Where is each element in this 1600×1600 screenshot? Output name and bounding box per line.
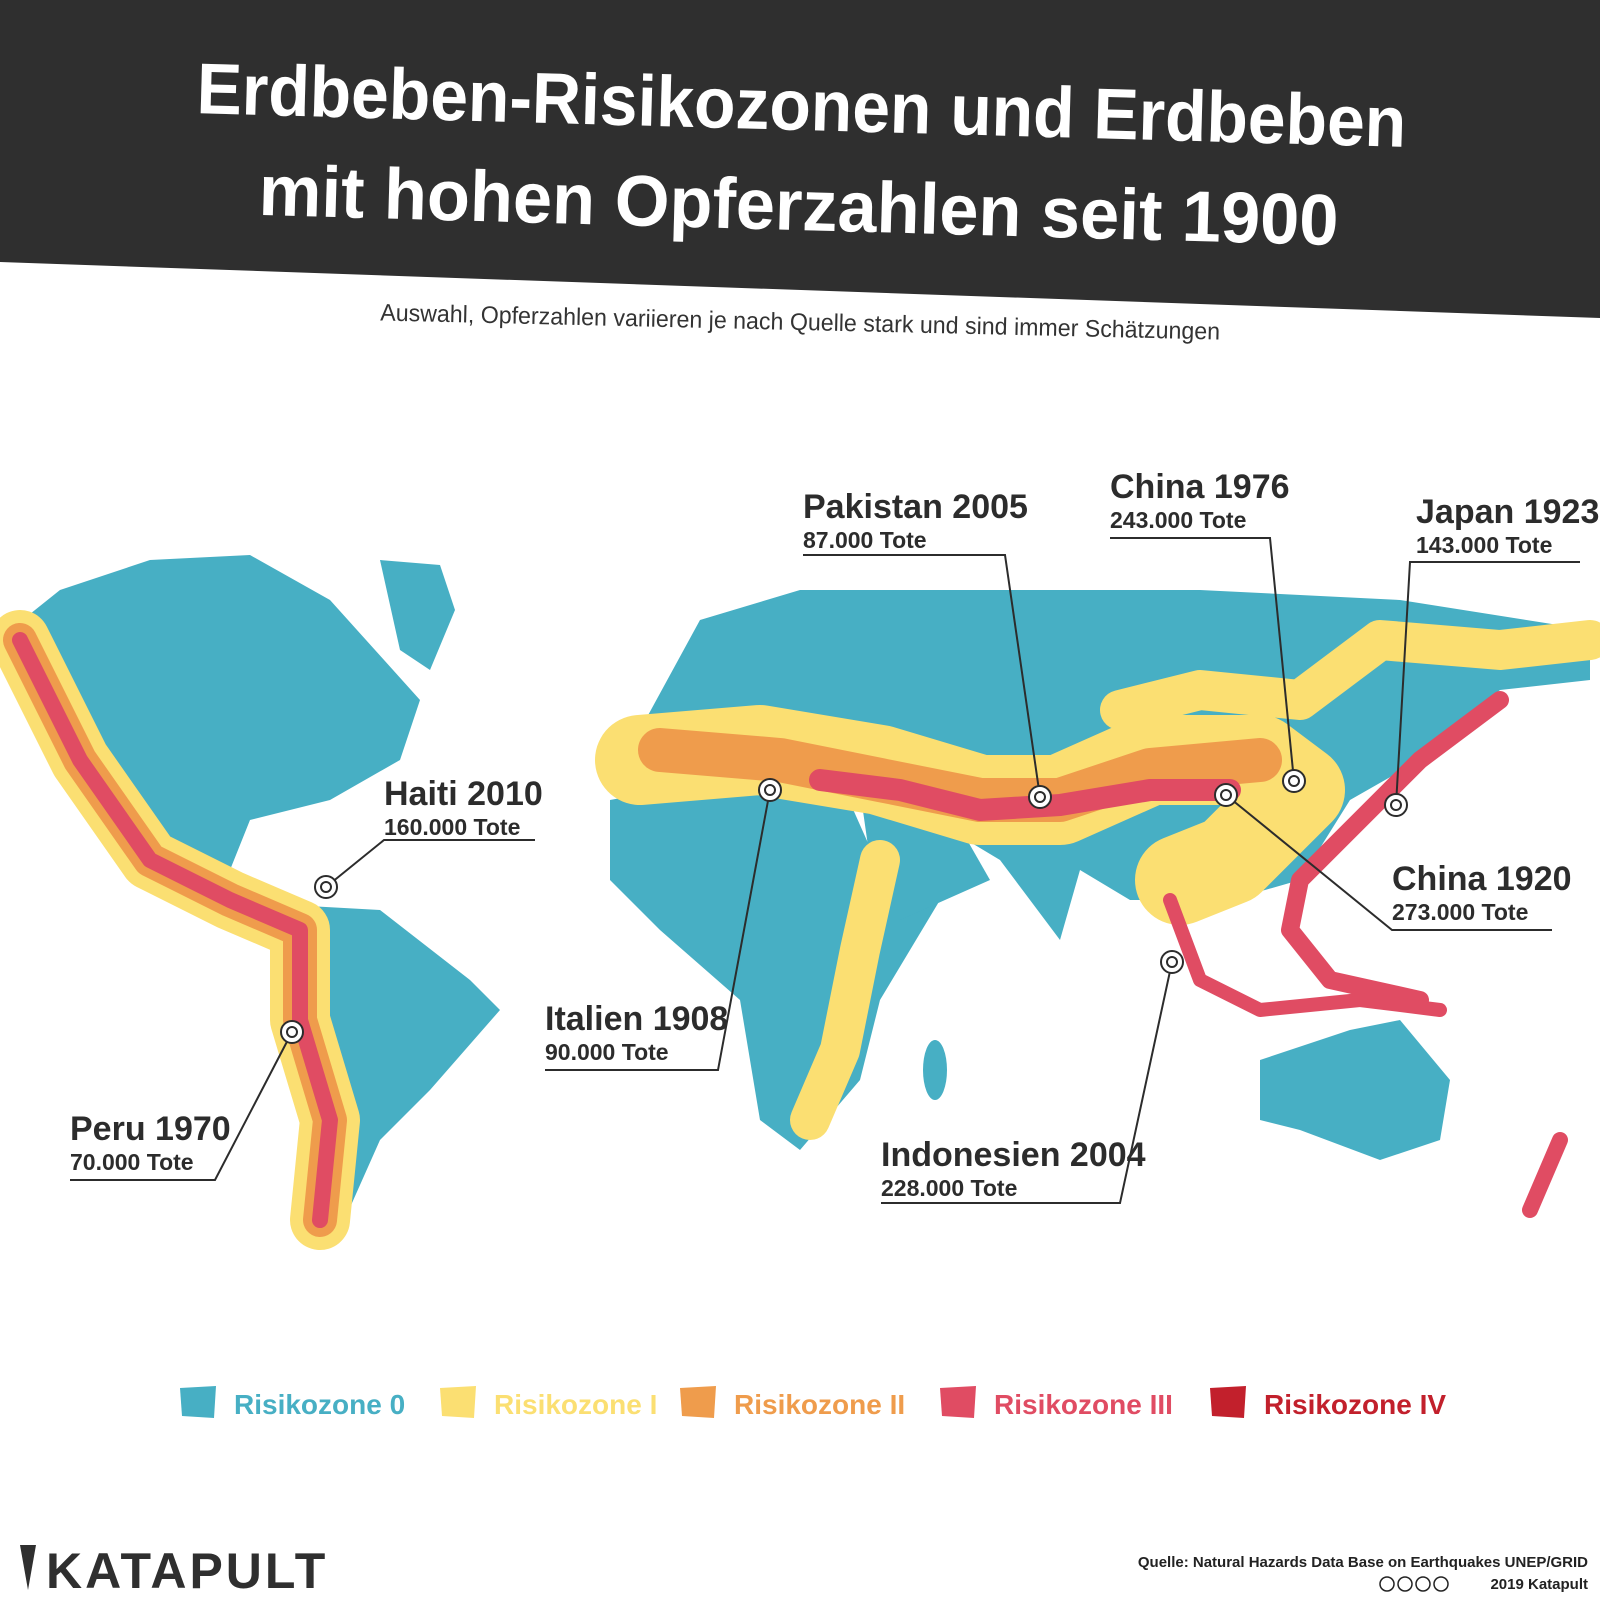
event-deaths: 273.000 Tote: [1392, 899, 1528, 925]
subtitle: Auswahl, Opferzahlen variieren je nach Q…: [380, 299, 1220, 345]
legend-label: Risikozone I: [494, 1389, 657, 1420]
header-band: [0, 0, 1600, 318]
event-marker-ring: [1160, 950, 1184, 974]
leader-line: [1225, 794, 1552, 931]
legend-swatch: [680, 1386, 716, 1418]
event-deaths: 160.000 Tote: [384, 814, 520, 840]
leader-line: [325, 839, 535, 888]
event-place: Japan 1923: [1416, 493, 1599, 531]
event-marker-ring: [1384, 793, 1408, 817]
event-deaths: 243.000 Tote: [1110, 507, 1246, 533]
legend-swatch: [440, 1386, 476, 1418]
legend-swatch: [180, 1386, 216, 1418]
event-place: Peru 1970: [70, 1110, 231, 1148]
leader-line: [545, 789, 771, 1071]
leader-line: [1110, 537, 1295, 782]
legend: Risikozone 0 Risikozone I Risikozone II Ris…: [180, 1386, 1446, 1420]
copyright: 2019 Katapult: [1490, 1576, 1588, 1593]
event-marker: [1166, 956, 1178, 968]
legend-label: Risikozone IV: [1264, 1389, 1446, 1420]
legend-label: Risikozone II: [734, 1389, 905, 1420]
event-marker: [1220, 789, 1232, 801]
event-marker: [1288, 775, 1300, 787]
event-deaths: 87.000 Tote: [803, 527, 927, 553]
event-deaths: 143.000 Tote: [1416, 532, 1552, 558]
event-marker-ring: [1028, 785, 1052, 809]
footer: KATAPULT Quelle: Natural Hazards Data Ba…: [20, 1543, 1588, 1599]
event-marker: [320, 881, 332, 893]
cc-icons: [1379, 1576, 1449, 1592]
leader-line: [803, 554, 1041, 798]
event-place: China 1920: [1392, 860, 1572, 898]
event-place: Italien 1908: [545, 1000, 728, 1038]
event-marker-ring: [280, 1020, 304, 1044]
event-place: Pakistan 2005: [803, 488, 1028, 526]
event-marker: [286, 1026, 298, 1038]
event-place: Haiti 2010: [384, 775, 543, 813]
legend-label: Risikozone III: [994, 1389, 1173, 1420]
legend-swatch: [1210, 1386, 1246, 1418]
event-deaths: 70.000 Tote: [70, 1149, 194, 1175]
legend-label: Risikozone 0: [234, 1389, 405, 1420]
event-deaths: 90.000 Tote: [545, 1039, 669, 1065]
event-marker-ring: [1214, 783, 1238, 807]
event-marker-ring: [1282, 769, 1306, 793]
leader-line: [1395, 561, 1580, 806]
event-deaths: 228.000 Tote: [881, 1175, 1017, 1201]
event-marker: [764, 784, 776, 796]
event-marker: [1034, 791, 1046, 803]
event-marker-ring: [758, 778, 782, 802]
event-marker-ring: [314, 875, 338, 899]
event-marker: [1390, 799, 1402, 811]
legend-swatch: [940, 1386, 976, 1418]
leader-line: [70, 1031, 293, 1181]
logo-icon: [20, 1545, 36, 1590]
event-place: Indonesien 2004: [881, 1136, 1146, 1174]
risk-zones: [0, 610, 1600, 1250]
event-place: China 1976: [1110, 468, 1290, 506]
brand: KATAPULT: [46, 1543, 328, 1599]
leader-line: [881, 961, 1173, 1204]
source: Quelle: Natural Hazards Data Base on Ear…: [1138, 1554, 1588, 1571]
